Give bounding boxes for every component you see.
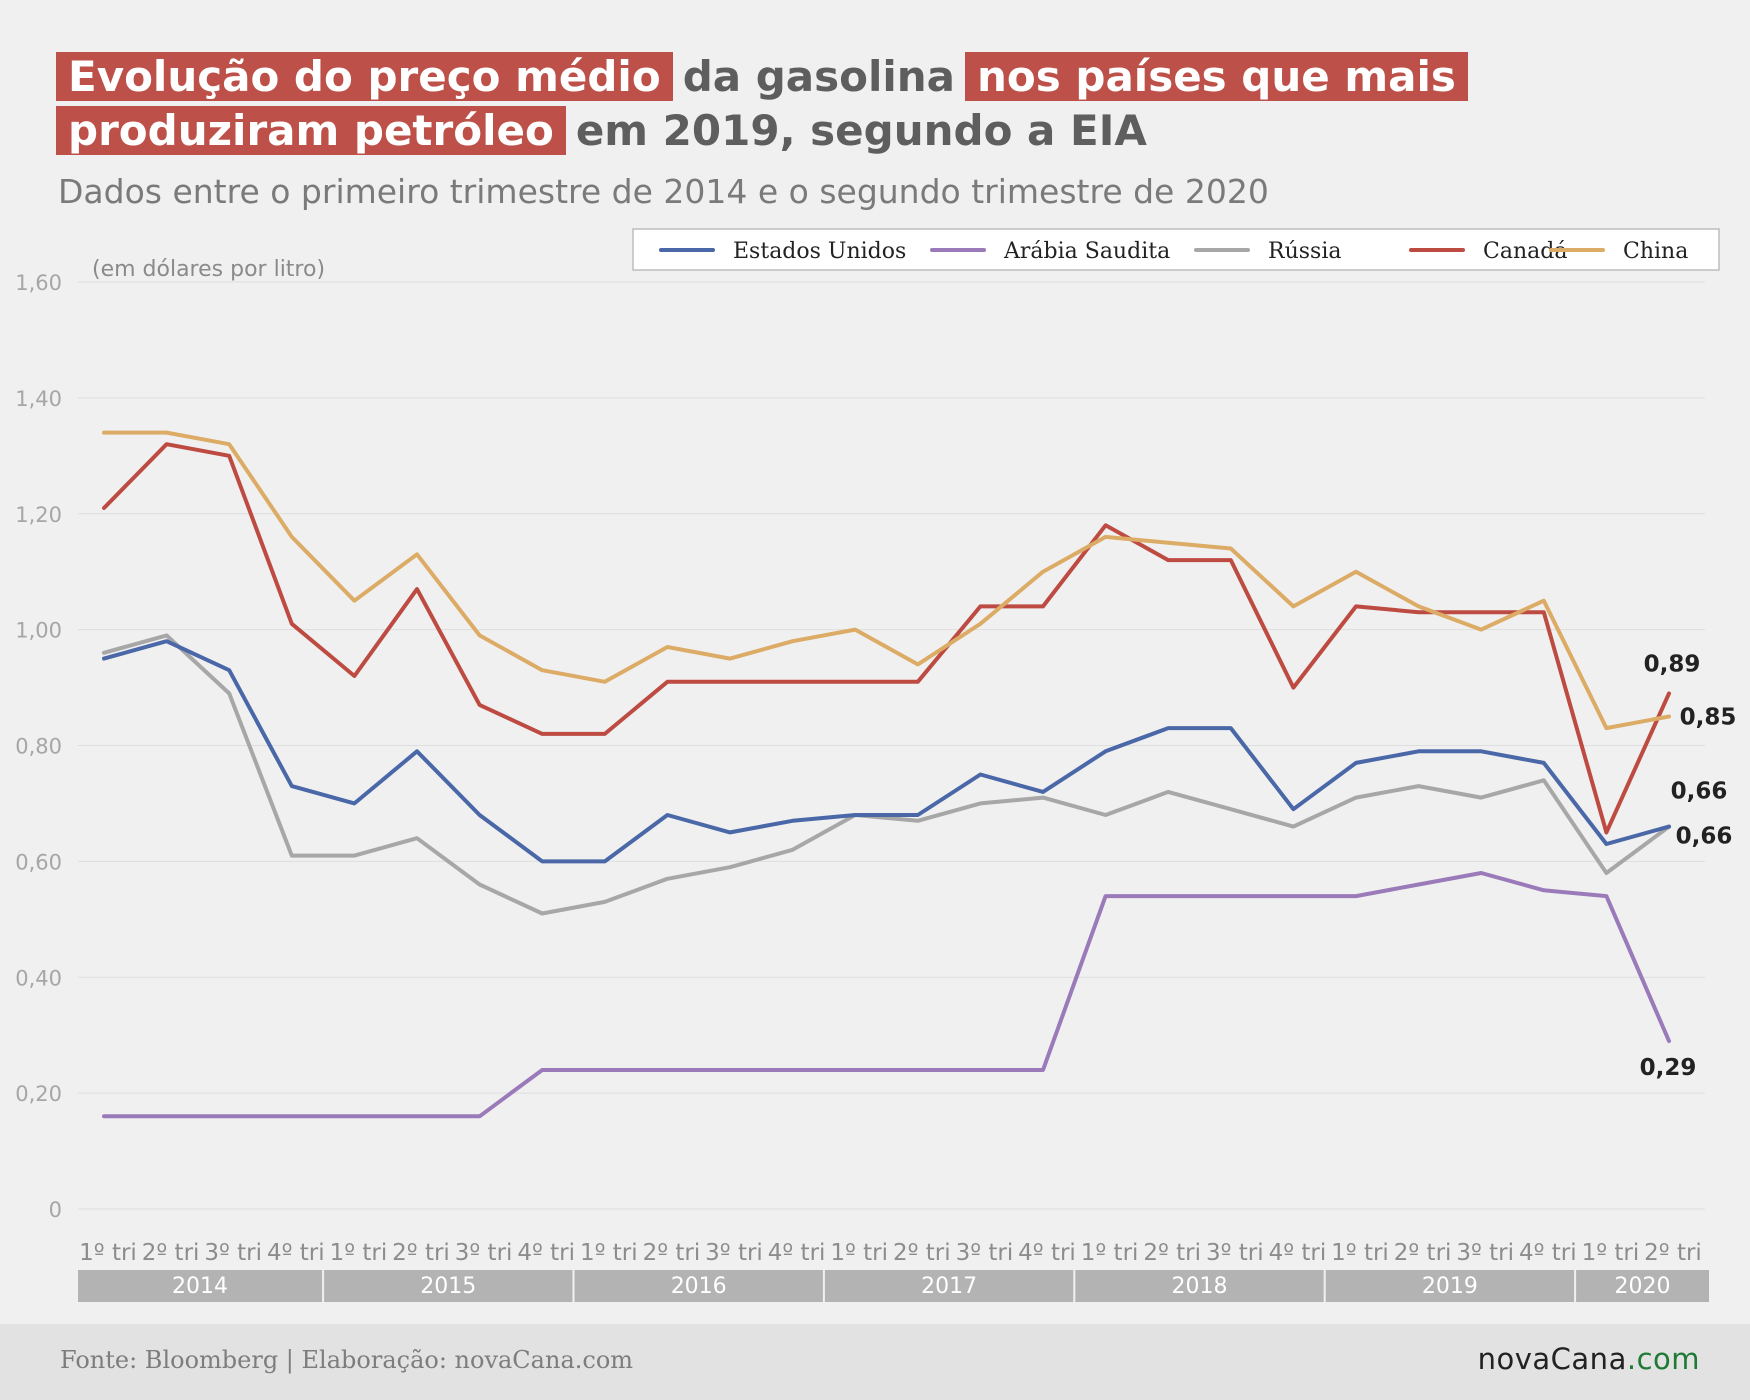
series-line-canad- [102, 442, 1671, 835]
x-tick-label: 3º tri [1206, 1240, 1264, 1266]
legend-label: China [1623, 239, 1688, 264]
year-label: 2018 [1172, 1274, 1228, 1299]
x-tick-label: 2º tri [1394, 1240, 1452, 1266]
gridlines [78, 281, 1705, 1210]
y-tick-label: 0 [49, 1198, 62, 1222]
y-axis-ticks: 0 0,20 0,40 0,60 0,80 1,00 1,20 1,40 1,60 [15, 271, 62, 1222]
year-label: 2017 [921, 1274, 977, 1299]
chart-title: Evolução do preço médio da gasolina nos pa… [56, 50, 1478, 158]
end-label: 0,85 [1680, 705, 1737, 731]
year-band [1325, 1270, 1575, 1302]
x-tick-label: 3º tri [1456, 1240, 1514, 1266]
y-tick-label: 1,20 [15, 503, 62, 527]
legend-label: Estados Unidos [733, 239, 906, 264]
chart-subtitle: Dados entre o primeiro trimestre de 2014… [58, 172, 1269, 211]
title-line-2: produziram petróleo em 2019, segundo a EI… [56, 104, 1478, 158]
series-line-ar-bia-saudita [102, 871, 1671, 1119]
x-tick-label: 4º tri [1519, 1240, 1577, 1266]
year-band [1576, 1270, 1709, 1302]
end-label: 0,89 [1644, 651, 1701, 677]
x-tick-label: 4º tri [768, 1240, 826, 1266]
title-segment: em 2019, segundo a EIA [575, 106, 1147, 155]
x-axis-quarter-labels: 1º tri 2º tri 3º tri 4º tri 1º tri 2º tri 3º t… [79, 1240, 1702, 1266]
series-line-r-ssia [102, 633, 1671, 916]
x-tick-label: 1º tri [830, 1240, 888, 1266]
year-band [78, 1270, 323, 1302]
year-band [574, 1270, 823, 1302]
x-tick-label: 3º tri [204, 1240, 262, 1266]
x-tick-label: 3º tri [956, 1240, 1014, 1266]
x-tick-label: 4º tri [1018, 1240, 1076, 1266]
y-tick-label: 0,80 [15, 735, 62, 759]
x-tick-label: 3º tri [455, 1240, 513, 1266]
chart-legend: Estados Unidos Arábia Saudita Rússia Canadá… [632, 228, 1720, 271]
end-value-labels: 0,66 0,29 0,66 0,89 0,85 [1640, 651, 1737, 1081]
footer: Fonte: Bloomberg | Elaboração: novaCana.… [0, 1324, 1750, 1400]
title-segment-highlight: nos países que mais [965, 52, 1468, 101]
year-band [824, 1270, 1074, 1302]
y-tick-label: 1,60 [15, 271, 62, 295]
x-tick-label: 2º tri [1143, 1240, 1201, 1266]
series-lines [102, 430, 1671, 1119]
x-tick-label: 2º tri [142, 1240, 200, 1266]
end-label: 0,66 [1676, 824, 1733, 850]
series-line-estados-unidos [102, 639, 1671, 864]
logo-dot: . [1626, 1342, 1637, 1376]
logo-com: com [1636, 1342, 1700, 1376]
series-line-china [102, 430, 1671, 731]
logo-text: novaCana [1477, 1342, 1627, 1376]
y-tick-label: 0,40 [15, 966, 62, 990]
title-segment-highlight: produziram petróleo [56, 106, 566, 155]
x-tick-label: 4º tri [1269, 1240, 1327, 1266]
legend-box [632, 228, 1720, 271]
y-tick-label: 0,60 [15, 850, 62, 874]
title-segment-highlight: Evolução do preço médio [56, 52, 673, 101]
year-label: 2020 [1615, 1274, 1671, 1299]
x-tick-label: 1º tri [1331, 1240, 1389, 1266]
x-tick-label: 2º tri [643, 1240, 701, 1266]
novacana-logo: novaCana.com [1478, 1342, 1700, 1376]
x-tick-label: 2º tri [1644, 1240, 1702, 1266]
x-tick-label: 1º tri [330, 1240, 388, 1266]
line-chart: 0 0,20 0,40 0,60 0,80 1,00 1,20 1,40 1,60 (em dó… [15, 228, 1737, 1302]
year-label: 2019 [1422, 1274, 1478, 1299]
x-tick-label: 1º tri [580, 1240, 638, 1266]
y-axis-unit-label: (em dólares por litro) [92, 257, 325, 282]
year-label: 2014 [172, 1274, 228, 1299]
title-segment: da gasolina [682, 52, 956, 101]
end-label: 0,29 [1640, 1055, 1697, 1081]
year-label: 2016 [671, 1274, 727, 1299]
y-tick-label: 1,40 [15, 387, 62, 411]
y-tick-label: 1,00 [15, 619, 62, 643]
x-tick-label: 1º tri [1081, 1240, 1139, 1266]
title-line-1: Evolução do preço médio da gasolina nos pa… [56, 50, 1478, 104]
x-tick-label: 4º tri [267, 1240, 325, 1266]
year-band [324, 1270, 573, 1302]
end-label: 0,66 [1671, 779, 1728, 805]
x-tick-label: 1º tri [1582, 1240, 1640, 1266]
y-tick-label: 0,20 [15, 1082, 62, 1106]
legend-label: Rússia [1268, 239, 1341, 264]
x-tick-label: 2º tri [392, 1240, 450, 1266]
x-tick-label: 4º tri [517, 1240, 575, 1266]
legend-items: Estados Unidos Arábia Saudita Rússia Canadá… [659, 239, 1688, 264]
year-band [1075, 1270, 1324, 1302]
x-tick-label: 2º tri [893, 1240, 951, 1266]
x-tick-label: 1º tri [79, 1240, 137, 1266]
source-note: Fonte: Bloomberg | Elaboração: novaCana.… [60, 1346, 634, 1374]
x-axis-year-bands: 2014 2015 2016 2017 2018 2019 2020 [78, 1270, 1709, 1302]
year-label: 2015 [420, 1274, 476, 1299]
x-tick-label: 3º tri [705, 1240, 763, 1266]
legend-label: Arábia Saudita [1003, 239, 1170, 264]
